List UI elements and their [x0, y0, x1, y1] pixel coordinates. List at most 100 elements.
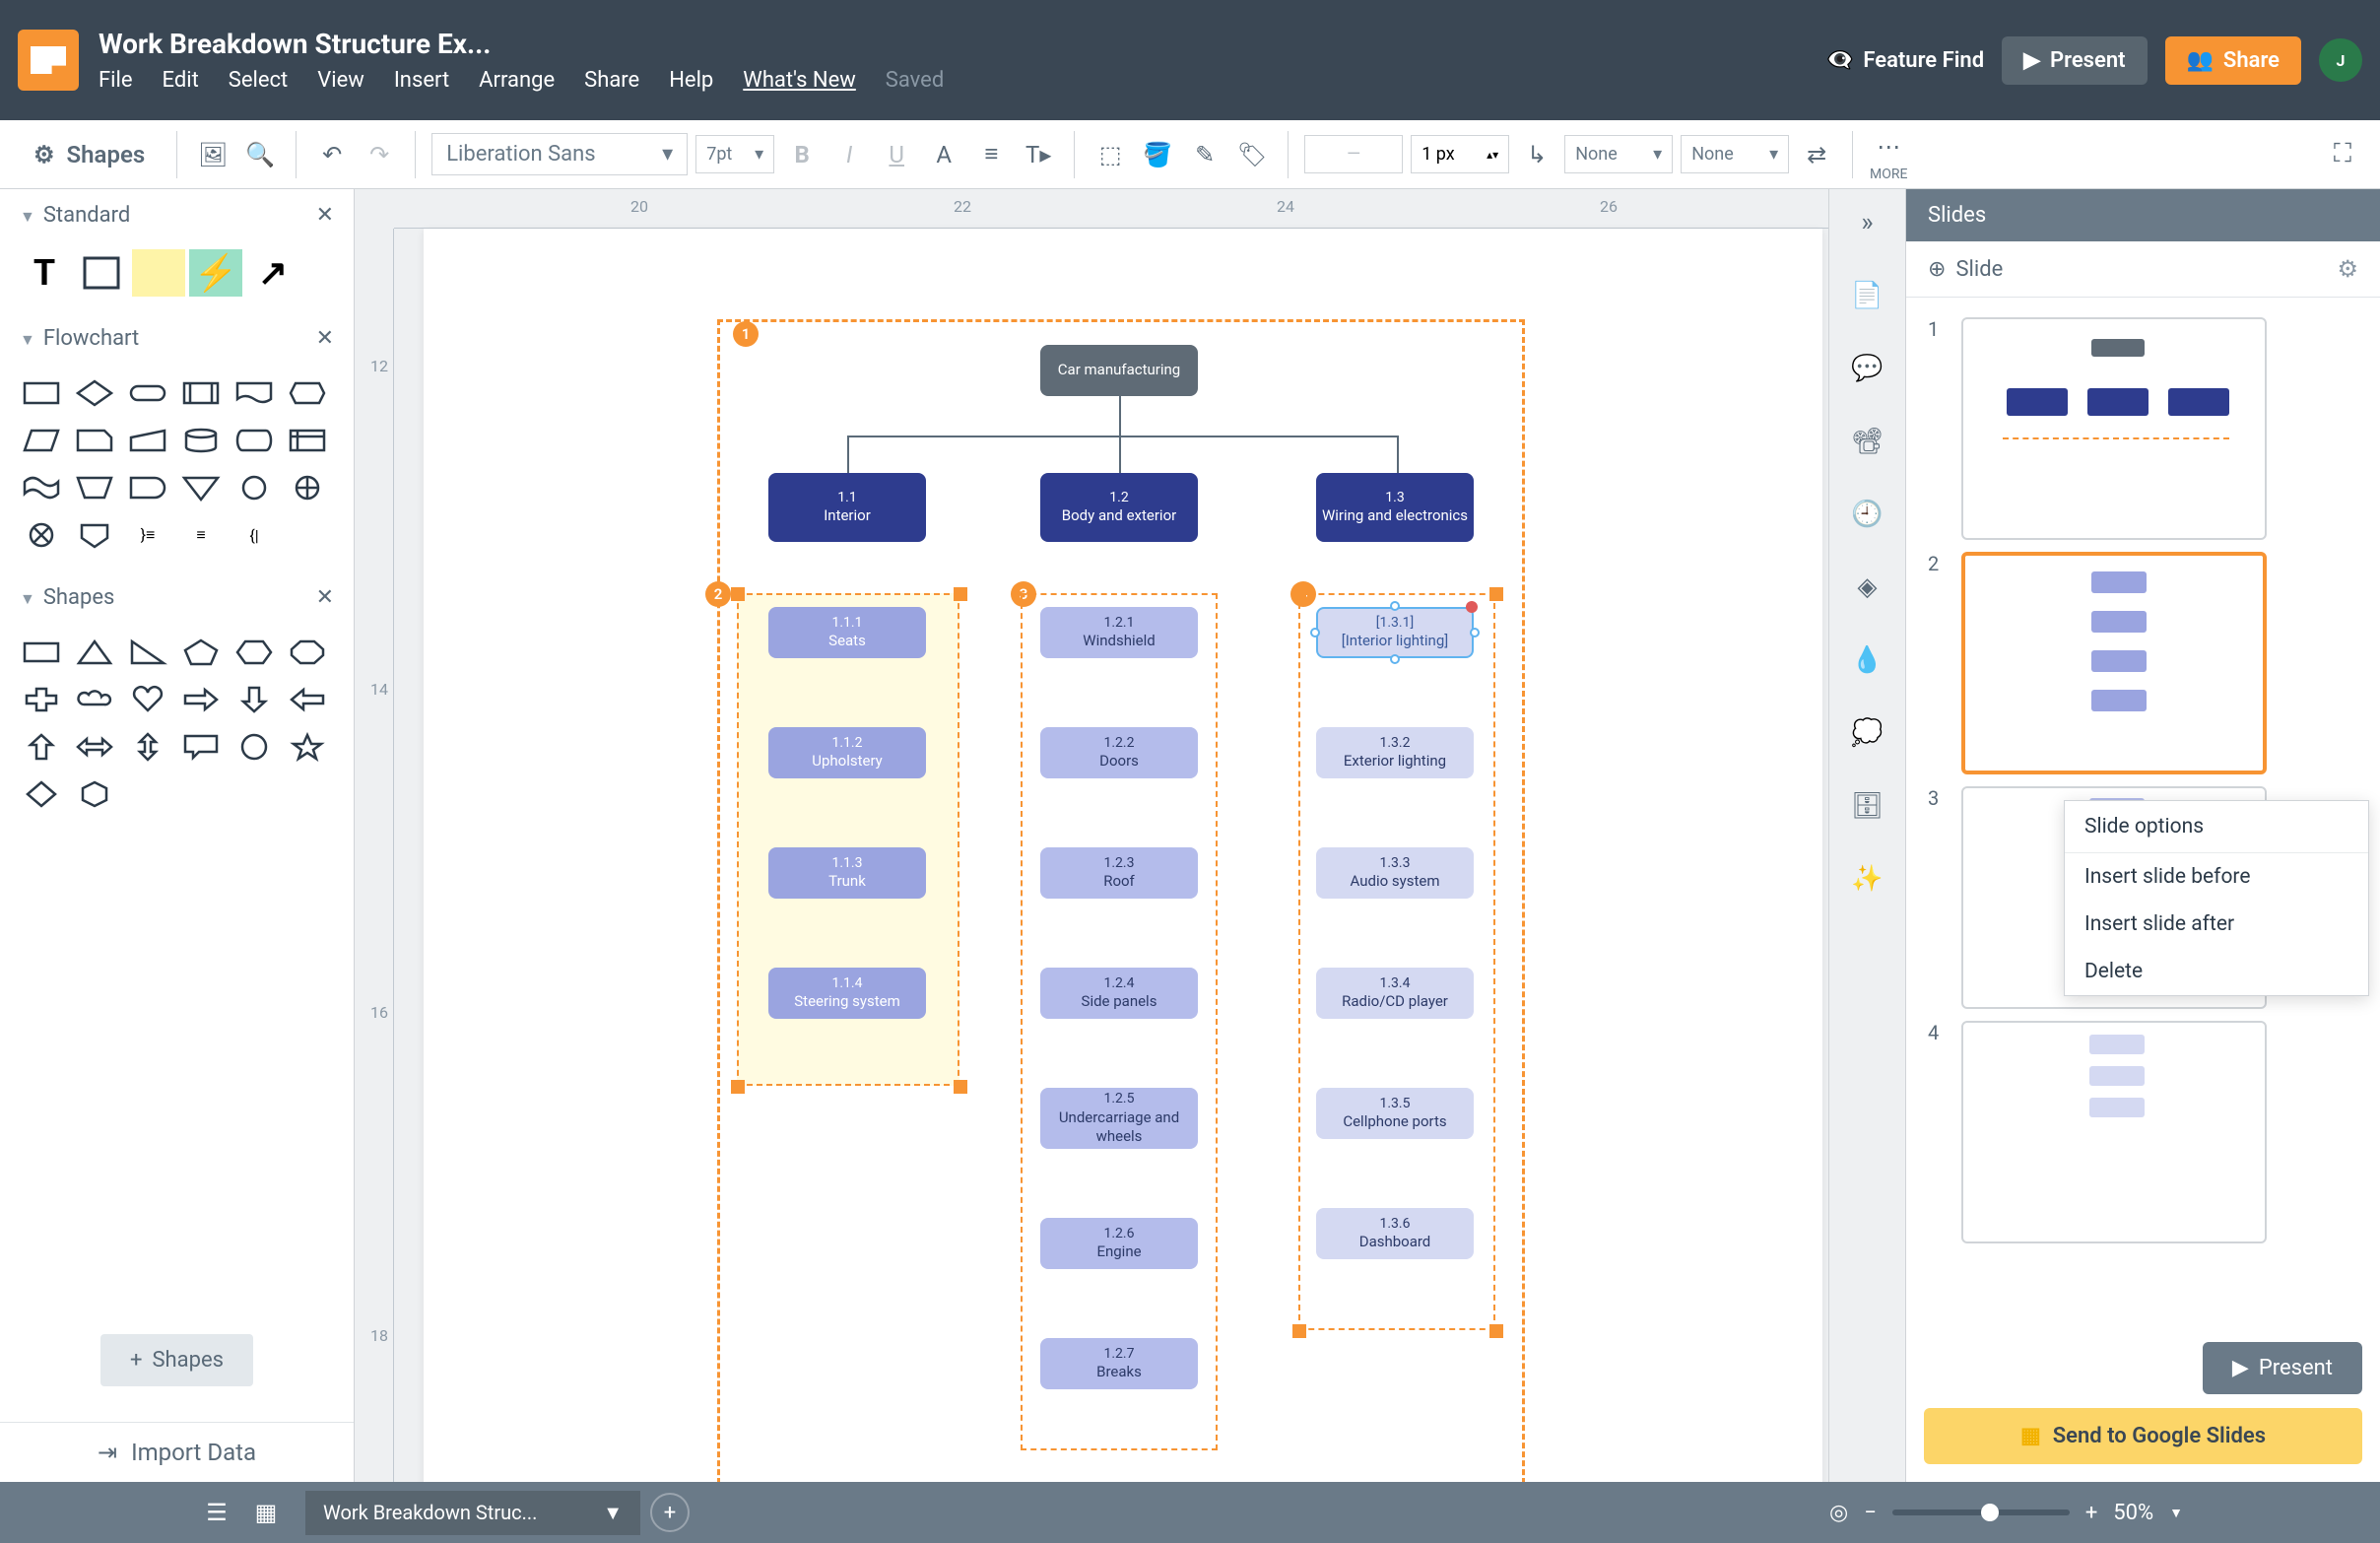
- wbs-c3[interactable]: 1.3Wiring and electronics: [1316, 473, 1474, 542]
- shape-arrow-ud[interactable]: [124, 726, 171, 768]
- wbs-c3-4[interactable]: 1.3.4Radio/CD player: [1316, 968, 1474, 1019]
- undo-button[interactable]: ↶: [312, 135, 352, 174]
- ctx-insert-before[interactable]: Insert slide before: [2065, 853, 2368, 901]
- slide-2[interactable]: 2: [1906, 546, 2380, 780]
- slide-thumb-4[interactable]: [1961, 1021, 2267, 1243]
- app-logo[interactable]: [18, 30, 79, 91]
- align-button[interactable]: ≡: [971, 135, 1011, 174]
- add-page-button[interactable]: +: [650, 1493, 690, 1532]
- theme-icon[interactable]: 💧: [1848, 640, 1887, 680]
- data-icon[interactable]: 🗄: [1848, 786, 1887, 826]
- flowchart-terminator[interactable]: [124, 372, 171, 414]
- flowchart-predef[interactable]: [177, 372, 225, 414]
- feature-find-button[interactable]: 👁‍🗨 Feature Find: [1826, 48, 1984, 73]
- flowchart-brace[interactable]: }≡: [124, 514, 171, 556]
- shapes-section-header[interactable]: ▼Shapes ✕: [0, 571, 354, 624]
- more-button[interactable]: ⋯: [1869, 127, 1908, 167]
- menu-whats-new[interactable]: What's New: [743, 68, 856, 93]
- wbs-c3-2[interactable]: 1.3.2Exterior lighting: [1316, 727, 1474, 778]
- magic-icon[interactable]: ✨: [1848, 859, 1887, 899]
- menu-edit[interactable]: Edit: [163, 68, 199, 93]
- zoom-slider[interactable]: [1892, 1509, 2070, 1515]
- text-options-button[interactable]: T▸: [1019, 135, 1058, 174]
- shape-pentagon[interactable]: [177, 632, 225, 673]
- bold-button[interactable]: B: [782, 135, 822, 174]
- text-shape[interactable]: T: [18, 249, 71, 297]
- shape-poly[interactable]: [71, 773, 118, 815]
- flowchart-note[interactable]: ≡: [177, 514, 225, 556]
- font-size-select[interactable]: 7pt▾: [695, 135, 774, 173]
- flowchart-manual[interactable]: [71, 467, 118, 508]
- menu-insert[interactable]: Insert: [394, 68, 449, 93]
- shape-rect[interactable]: [18, 632, 65, 673]
- flowchart-internal[interactable]: [284, 420, 331, 461]
- arrow-end-select[interactable]: None▾: [1681, 135, 1789, 173]
- flowchart-display[interactable]: [284, 372, 331, 414]
- wbs-c1-2[interactable]: 1.1.2Upholstery: [768, 727, 926, 778]
- collapse-dock-icon[interactable]: »: [1848, 203, 1887, 242]
- crop-icon[interactable]: ⬚: [1091, 135, 1130, 174]
- line-style-select[interactable]: —: [1304, 135, 1403, 173]
- list-view-icon[interactable]: ☰: [197, 1493, 236, 1532]
- shape-arrow-l[interactable]: [284, 679, 331, 720]
- menu-arrange[interactable]: Arrange: [479, 68, 555, 93]
- wbs-c2-4[interactable]: 1.2.4Side panels: [1040, 968, 1198, 1019]
- shape-callout[interactable]: [177, 726, 225, 768]
- line-type-icon[interactable]: ↳: [1517, 135, 1556, 174]
- swap-icon[interactable]: ⇄: [1797, 135, 1836, 174]
- shape-triangle[interactable]: [71, 632, 118, 673]
- menu-file[interactable]: File: [99, 68, 133, 93]
- shape-right-tri[interactable]: [124, 632, 171, 673]
- wbs-c2-7[interactable]: 1.2.7Breaks: [1040, 1338, 1198, 1389]
- wbs-c1[interactable]: 1.1Interior: [768, 473, 926, 542]
- italic-button[interactable]: I: [829, 135, 869, 174]
- target-icon[interactable]: ◎: [1829, 1501, 1848, 1525]
- flowchart-section-header[interactable]: ▼Flowchart ✕: [0, 312, 354, 365]
- wbs-c1-3[interactable]: 1.1.3Trunk: [768, 847, 926, 899]
- shape-options-icon[interactable]: 🏷: [1232, 135, 1272, 174]
- chevron-down-icon[interactable]: ▼: [2169, 1505, 2183, 1521]
- ctx-delete[interactable]: Delete: [2065, 948, 2368, 995]
- flowchart-merge[interactable]: [177, 467, 225, 508]
- wbs-c2-6[interactable]: 1.2.6Engine: [1040, 1218, 1198, 1269]
- flowchart-blank[interactable]: [284, 514, 331, 556]
- wbs-c2-2[interactable]: 1.2.2Doors: [1040, 727, 1198, 778]
- wbs-c3-3[interactable]: 1.3.3Audio system: [1316, 847, 1474, 899]
- share-button[interactable]: 👥 Share: [2165, 36, 2301, 85]
- flowchart-document[interactable]: [231, 372, 278, 414]
- shape-diamond[interactable]: [18, 773, 65, 815]
- zoom-value[interactable]: 50%: [2113, 1501, 2153, 1525]
- ctx-insert-after[interactable]: Insert slide after: [2065, 901, 2368, 948]
- menu-help[interactable]: Help: [669, 68, 713, 93]
- shapes-panel-toggle[interactable]: ⚙ Shapes: [18, 133, 161, 176]
- bolt-shape[interactable]: ⚡: [189, 249, 242, 297]
- menu-view[interactable]: View: [317, 68, 364, 93]
- wbs-c1-1[interactable]: 1.1.1Seats: [768, 607, 926, 658]
- shape-arrow-r[interactable]: [177, 679, 225, 720]
- slide-4[interactable]: 4: [1906, 1015, 2380, 1249]
- flowchart-card[interactable]: [71, 420, 118, 461]
- text-color-button[interactable]: A: [924, 135, 963, 174]
- zoom-in-button[interactable]: +: [2085, 1501, 2097, 1525]
- wbs-root[interactable]: Car manufacturing: [1040, 345, 1198, 396]
- wbs-c2[interactable]: 1.2Body and exterior: [1040, 473, 1198, 542]
- shape-plus[interactable]: [18, 679, 65, 720]
- layers-icon[interactable]: ◈: [1848, 568, 1887, 607]
- close-icon[interactable]: ✕: [316, 326, 334, 351]
- presentation-icon[interactable]: 📽: [1848, 422, 1887, 461]
- rect-shape[interactable]: [75, 249, 128, 297]
- slide-1[interactable]: 1: [1906, 311, 2380, 546]
- standard-section-header[interactable]: ▼Standard ✕: [0, 189, 354, 241]
- flowchart-decision[interactable]: [71, 372, 118, 414]
- shape-hexagon[interactable]: [231, 632, 278, 673]
- arrow-shape[interactable]: ↗: [246, 249, 299, 297]
- shape-star[interactable]: [284, 726, 331, 768]
- shape-arrow-lr[interactable]: [71, 726, 118, 768]
- wbs-c2-3[interactable]: 1.2.3Roof: [1040, 847, 1198, 899]
- note-shape[interactable]: [132, 249, 185, 297]
- document-title[interactable]: Work Breakdown Structure Ex...: [99, 28, 1826, 60]
- add-slide-button[interactable]: ⊕Slide: [1928, 257, 2003, 282]
- add-shapes-button[interactable]: +Shapes: [100, 1334, 253, 1386]
- page-icon[interactable]: 📄: [1848, 276, 1887, 315]
- flowchart-tape[interactable]: [18, 467, 65, 508]
